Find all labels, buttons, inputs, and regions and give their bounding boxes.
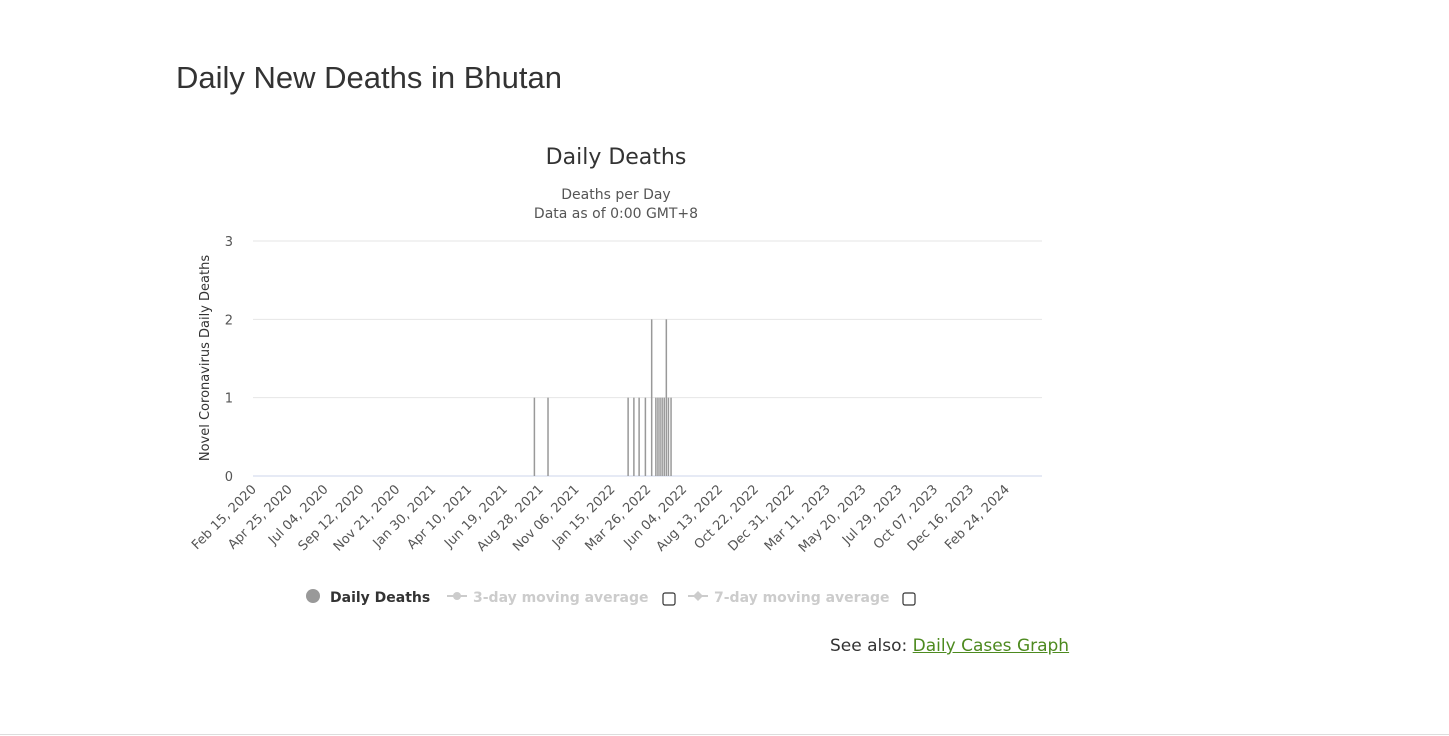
- bar[interactable]: [667, 397, 670, 476]
- legend-label-3day[interactable]: 3-day moving average: [473, 590, 649, 606]
- legend-marker-daily-deaths[interactable]: [306, 589, 320, 603]
- bar[interactable]: [650, 319, 653, 476]
- bar[interactable]: [670, 397, 672, 476]
- y-tick-label: 2: [225, 313, 233, 328]
- legend-label-daily-deaths[interactable]: Daily Deaths: [330, 590, 430, 606]
- legend-marker-3day[interactable]: [453, 592, 461, 600]
- see-also: See also: Daily Cases Graph: [830, 636, 1069, 656]
- daily-deaths-chart: Daily Deaths Deaths per Day Data as of 0…: [189, 145, 1042, 606]
- y-axis-labels: 0 1 2 3: [225, 235, 233, 485]
- legend-checkbox-7day[interactable]: [902, 592, 916, 606]
- bar[interactable]: [627, 397, 629, 476]
- bar[interactable]: [638, 397, 640, 476]
- bar[interactable]: [659, 397, 661, 476]
- x-tick-label: Feb 24, 2024: [942, 482, 1013, 553]
- chart-subtitle-line2: Data as of 0:00 GMT+8: [534, 206, 698, 222]
- chart-subtitle-line1: Deaths per Day: [561, 187, 670, 203]
- legend-marker-7day[interactable]: [693, 591, 703, 601]
- daily-cases-graph-link[interactable]: Daily Cases Graph: [912, 636, 1070, 656]
- bar[interactable]: [655, 397, 657, 476]
- bar-series: [533, 319, 672, 476]
- legend-checkbox-3day[interactable]: [662, 592, 676, 606]
- see-also-prefix: See also:: [830, 636, 913, 656]
- bar[interactable]: [657, 397, 659, 476]
- bar[interactable]: [665, 319, 668, 476]
- gridlines: [253, 240, 1042, 477]
- footer-divider: [0, 734, 1449, 735]
- legend-label-7day[interactable]: 7-day moving average: [714, 590, 890, 606]
- bar[interactable]: [547, 397, 549, 476]
- bar[interactable]: [644, 397, 647, 476]
- page-title: Daily New Deaths in Bhutan: [176, 60, 562, 95]
- bar[interactable]: [663, 397, 665, 476]
- bar[interactable]: [661, 397, 663, 476]
- bar[interactable]: [633, 397, 635, 476]
- y-tick-label: 1: [225, 392, 233, 407]
- bar[interactable]: [533, 397, 536, 476]
- y-tick-label: 3: [225, 235, 233, 250]
- chart-legend: Daily Deaths 3-day moving average 7-day mo…: [306, 589, 916, 606]
- y-tick-label: 0: [225, 470, 233, 485]
- chart-title: Daily Deaths: [546, 145, 687, 170]
- y-axis-title: Novel Coronavirus Daily Deaths: [198, 255, 213, 461]
